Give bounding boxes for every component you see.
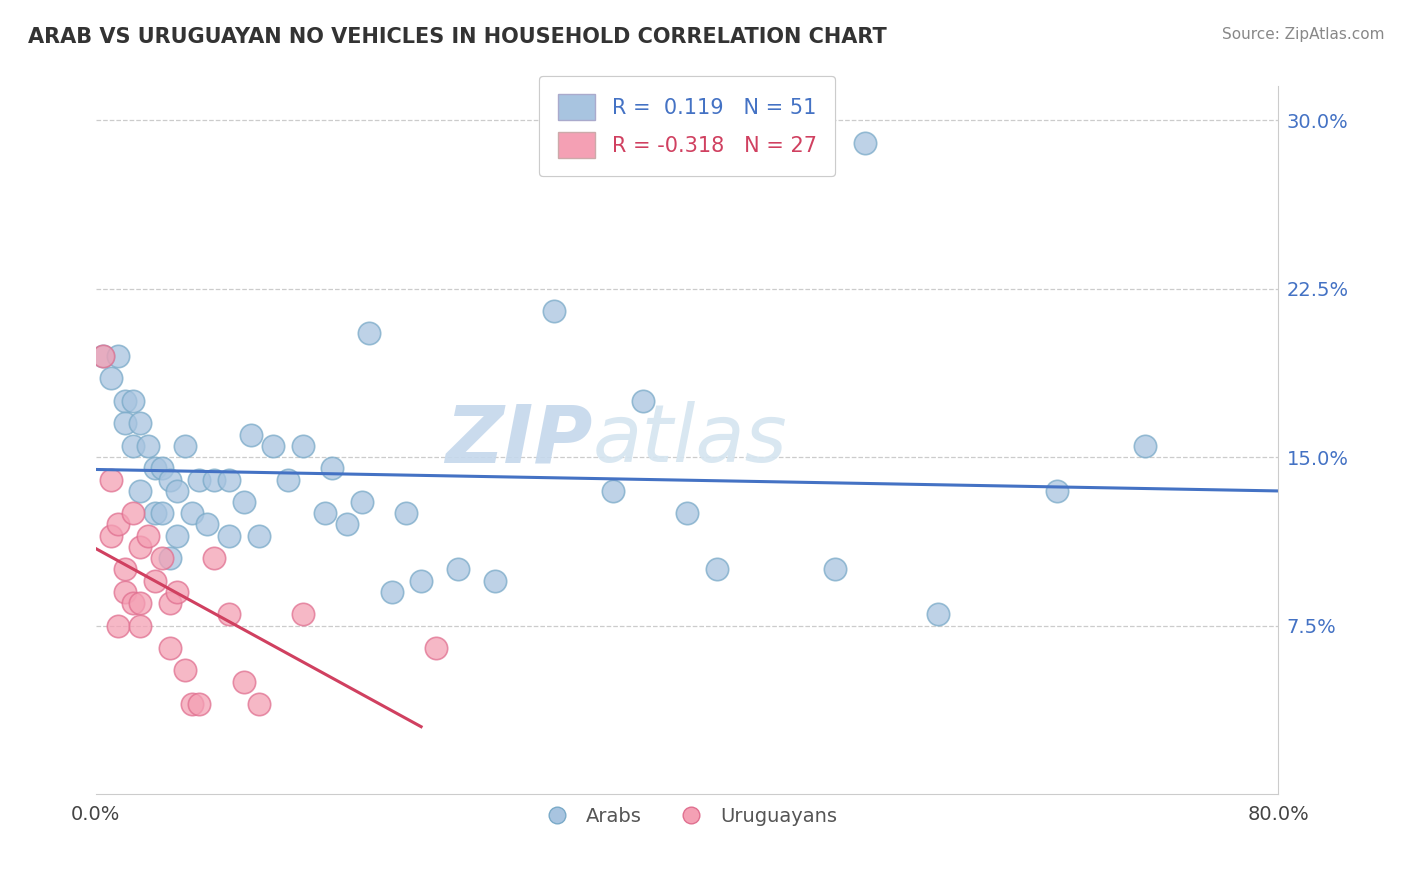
Text: ZIP: ZIP — [446, 401, 592, 479]
Point — [136, 439, 159, 453]
Text: Source: ZipAtlas.com: Source: ZipAtlas.com — [1222, 27, 1385, 42]
Point — [122, 506, 145, 520]
Point — [188, 473, 211, 487]
Point — [359, 326, 381, 341]
Point — [395, 506, 418, 520]
Point — [291, 607, 314, 622]
Point — [232, 674, 254, 689]
Point — [114, 417, 136, 431]
Point — [314, 506, 336, 520]
Point — [122, 596, 145, 610]
Point — [195, 517, 218, 532]
Point — [136, 529, 159, 543]
Point — [107, 349, 129, 363]
Point — [91, 349, 114, 363]
Point — [159, 596, 181, 610]
Point — [543, 304, 565, 318]
Point — [159, 640, 181, 655]
Point — [129, 596, 152, 610]
Point — [129, 417, 152, 431]
Point — [1135, 439, 1157, 453]
Point — [159, 473, 181, 487]
Point — [1046, 483, 1069, 498]
Point — [107, 618, 129, 632]
Point — [853, 136, 876, 150]
Point — [173, 664, 195, 678]
Point — [631, 393, 654, 408]
Point — [484, 574, 506, 588]
Point — [143, 461, 166, 475]
Point — [218, 529, 240, 543]
Point — [262, 439, 284, 453]
Point — [143, 574, 166, 588]
Point — [166, 483, 188, 498]
Point — [100, 473, 122, 487]
Point — [336, 517, 359, 532]
Point — [247, 529, 270, 543]
Point — [218, 473, 240, 487]
Point — [114, 585, 136, 599]
Point — [218, 607, 240, 622]
Point — [166, 585, 188, 599]
Point — [129, 483, 152, 498]
Point — [188, 697, 211, 711]
Point — [181, 697, 204, 711]
Point — [152, 551, 174, 566]
Legend: Arabs, Uruguayans: Arabs, Uruguayans — [530, 799, 845, 834]
Point — [114, 562, 136, 576]
Point — [100, 529, 122, 543]
Point — [91, 349, 114, 363]
Point — [129, 618, 152, 632]
Point — [202, 473, 225, 487]
Point — [380, 585, 402, 599]
Point — [277, 473, 299, 487]
Text: atlas: atlas — [592, 401, 787, 479]
Point — [143, 506, 166, 520]
Point — [114, 393, 136, 408]
Point — [425, 640, 447, 655]
Point — [232, 495, 254, 509]
Point — [706, 562, 728, 576]
Point — [159, 551, 181, 566]
Point — [291, 439, 314, 453]
Point — [350, 495, 373, 509]
Point — [152, 461, 174, 475]
Point — [100, 371, 122, 385]
Point — [676, 506, 699, 520]
Point — [824, 562, 846, 576]
Point — [152, 506, 174, 520]
Point — [181, 506, 204, 520]
Point — [247, 697, 270, 711]
Point — [107, 517, 129, 532]
Point — [129, 540, 152, 554]
Point — [202, 551, 225, 566]
Point — [240, 427, 263, 442]
Point — [927, 607, 949, 622]
Point — [122, 393, 145, 408]
Point — [321, 461, 343, 475]
Point — [409, 574, 432, 588]
Text: ARAB VS URUGUAYAN NO VEHICLES IN HOUSEHOLD CORRELATION CHART: ARAB VS URUGUAYAN NO VEHICLES IN HOUSEHO… — [28, 27, 887, 46]
Point — [166, 529, 188, 543]
Point — [122, 439, 145, 453]
Point — [173, 439, 195, 453]
Point — [602, 483, 624, 498]
Point — [447, 562, 470, 576]
